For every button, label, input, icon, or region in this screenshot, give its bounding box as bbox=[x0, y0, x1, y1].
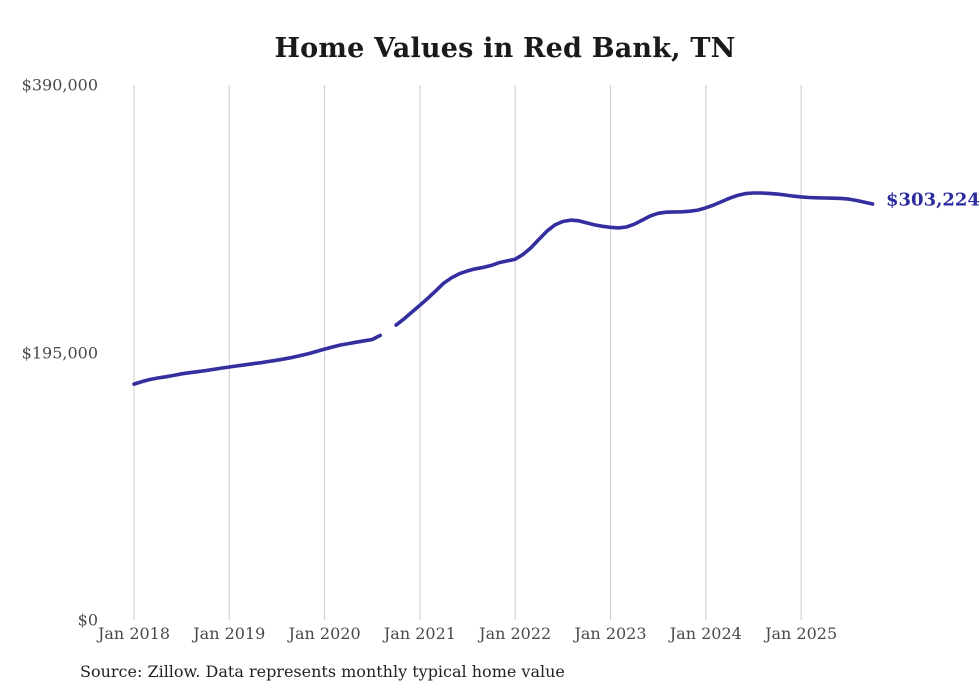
home-value-line bbox=[132, 191, 875, 386]
x-axis-label: Jan 2019 bbox=[193, 624, 266, 643]
x-axis-label: Jan 2021 bbox=[383, 624, 456, 643]
x-axis-label: Jan 2023 bbox=[574, 624, 647, 643]
source-note: Source: Zillow. Data represents monthly … bbox=[80, 662, 565, 681]
x-axis-label: Jan 2018 bbox=[97, 624, 171, 643]
x-axis-label: Jan 2022 bbox=[479, 624, 552, 643]
y-axis-label: $0 bbox=[77, 610, 98, 630]
y-axis-label: $195,000 bbox=[21, 343, 98, 362]
latest-value-label: $303,224 bbox=[886, 189, 980, 211]
x-axis-label: Jan 2020 bbox=[288, 624, 361, 643]
y-axis-label: $390,000 bbox=[21, 75, 98, 95]
x-axis-label: Jan 2024 bbox=[669, 624, 742, 643]
gridlines bbox=[133, 85, 802, 620]
chart-title: Home Values in Red Bank, TN bbox=[274, 33, 736, 64]
x-axis-label: Jan 2025 bbox=[765, 624, 838, 643]
